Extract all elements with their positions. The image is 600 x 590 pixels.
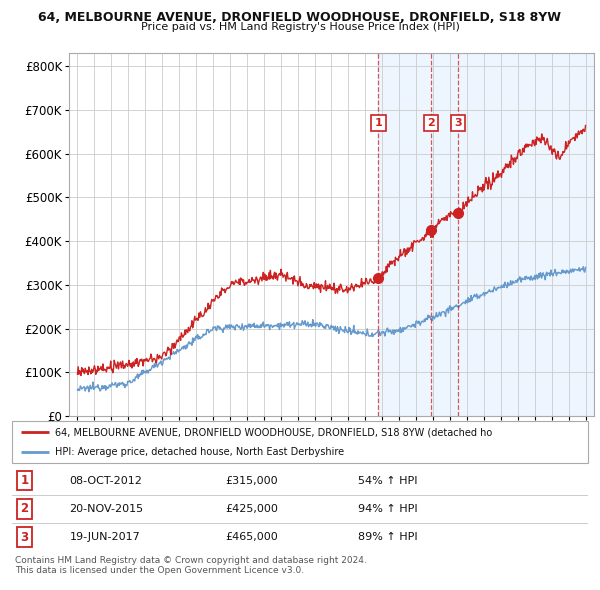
Text: 89% ↑ HPI: 89% ↑ HPI (358, 532, 417, 542)
Text: Contains HM Land Registry data © Crown copyright and database right 2024.: Contains HM Land Registry data © Crown c… (15, 556, 367, 565)
Text: This data is licensed under the Open Government Licence v3.0.: This data is licensed under the Open Gov… (15, 566, 304, 575)
Text: 94% ↑ HPI: 94% ↑ HPI (358, 504, 417, 514)
Text: 20-NOV-2015: 20-NOV-2015 (70, 504, 144, 514)
Text: 54% ↑ HPI: 54% ↑ HPI (358, 476, 417, 486)
Text: 64, MELBOURNE AVENUE, DRONFIELD WOODHOUSE, DRONFIELD, S18 8YW: 64, MELBOURNE AVENUE, DRONFIELD WOODHOUS… (38, 11, 562, 24)
Bar (379, 53, 594, 416)
Text: Price paid vs. HM Land Registry's House Price Index (HPI): Price paid vs. HM Land Registry's House … (140, 22, 460, 32)
Text: £425,000: £425,000 (225, 504, 278, 514)
Text: 2: 2 (20, 502, 29, 516)
Text: 3: 3 (20, 530, 29, 543)
Text: £465,000: £465,000 (225, 532, 278, 542)
Text: 1: 1 (374, 118, 382, 128)
Text: £315,000: £315,000 (225, 476, 278, 486)
Text: 08-OCT-2012: 08-OCT-2012 (70, 476, 142, 486)
FancyBboxPatch shape (12, 421, 588, 463)
Text: 19-JUN-2017: 19-JUN-2017 (70, 532, 140, 542)
Text: 3: 3 (454, 118, 461, 128)
Text: 2: 2 (427, 118, 435, 128)
Text: 64, MELBOURNE AVENUE, DRONFIELD WOODHOUSE, DRONFIELD, S18 8YW (detached ho: 64, MELBOURNE AVENUE, DRONFIELD WOODHOUS… (55, 427, 493, 437)
Text: 1: 1 (20, 474, 29, 487)
Text: HPI: Average price, detached house, North East Derbyshire: HPI: Average price, detached house, Nort… (55, 447, 344, 457)
